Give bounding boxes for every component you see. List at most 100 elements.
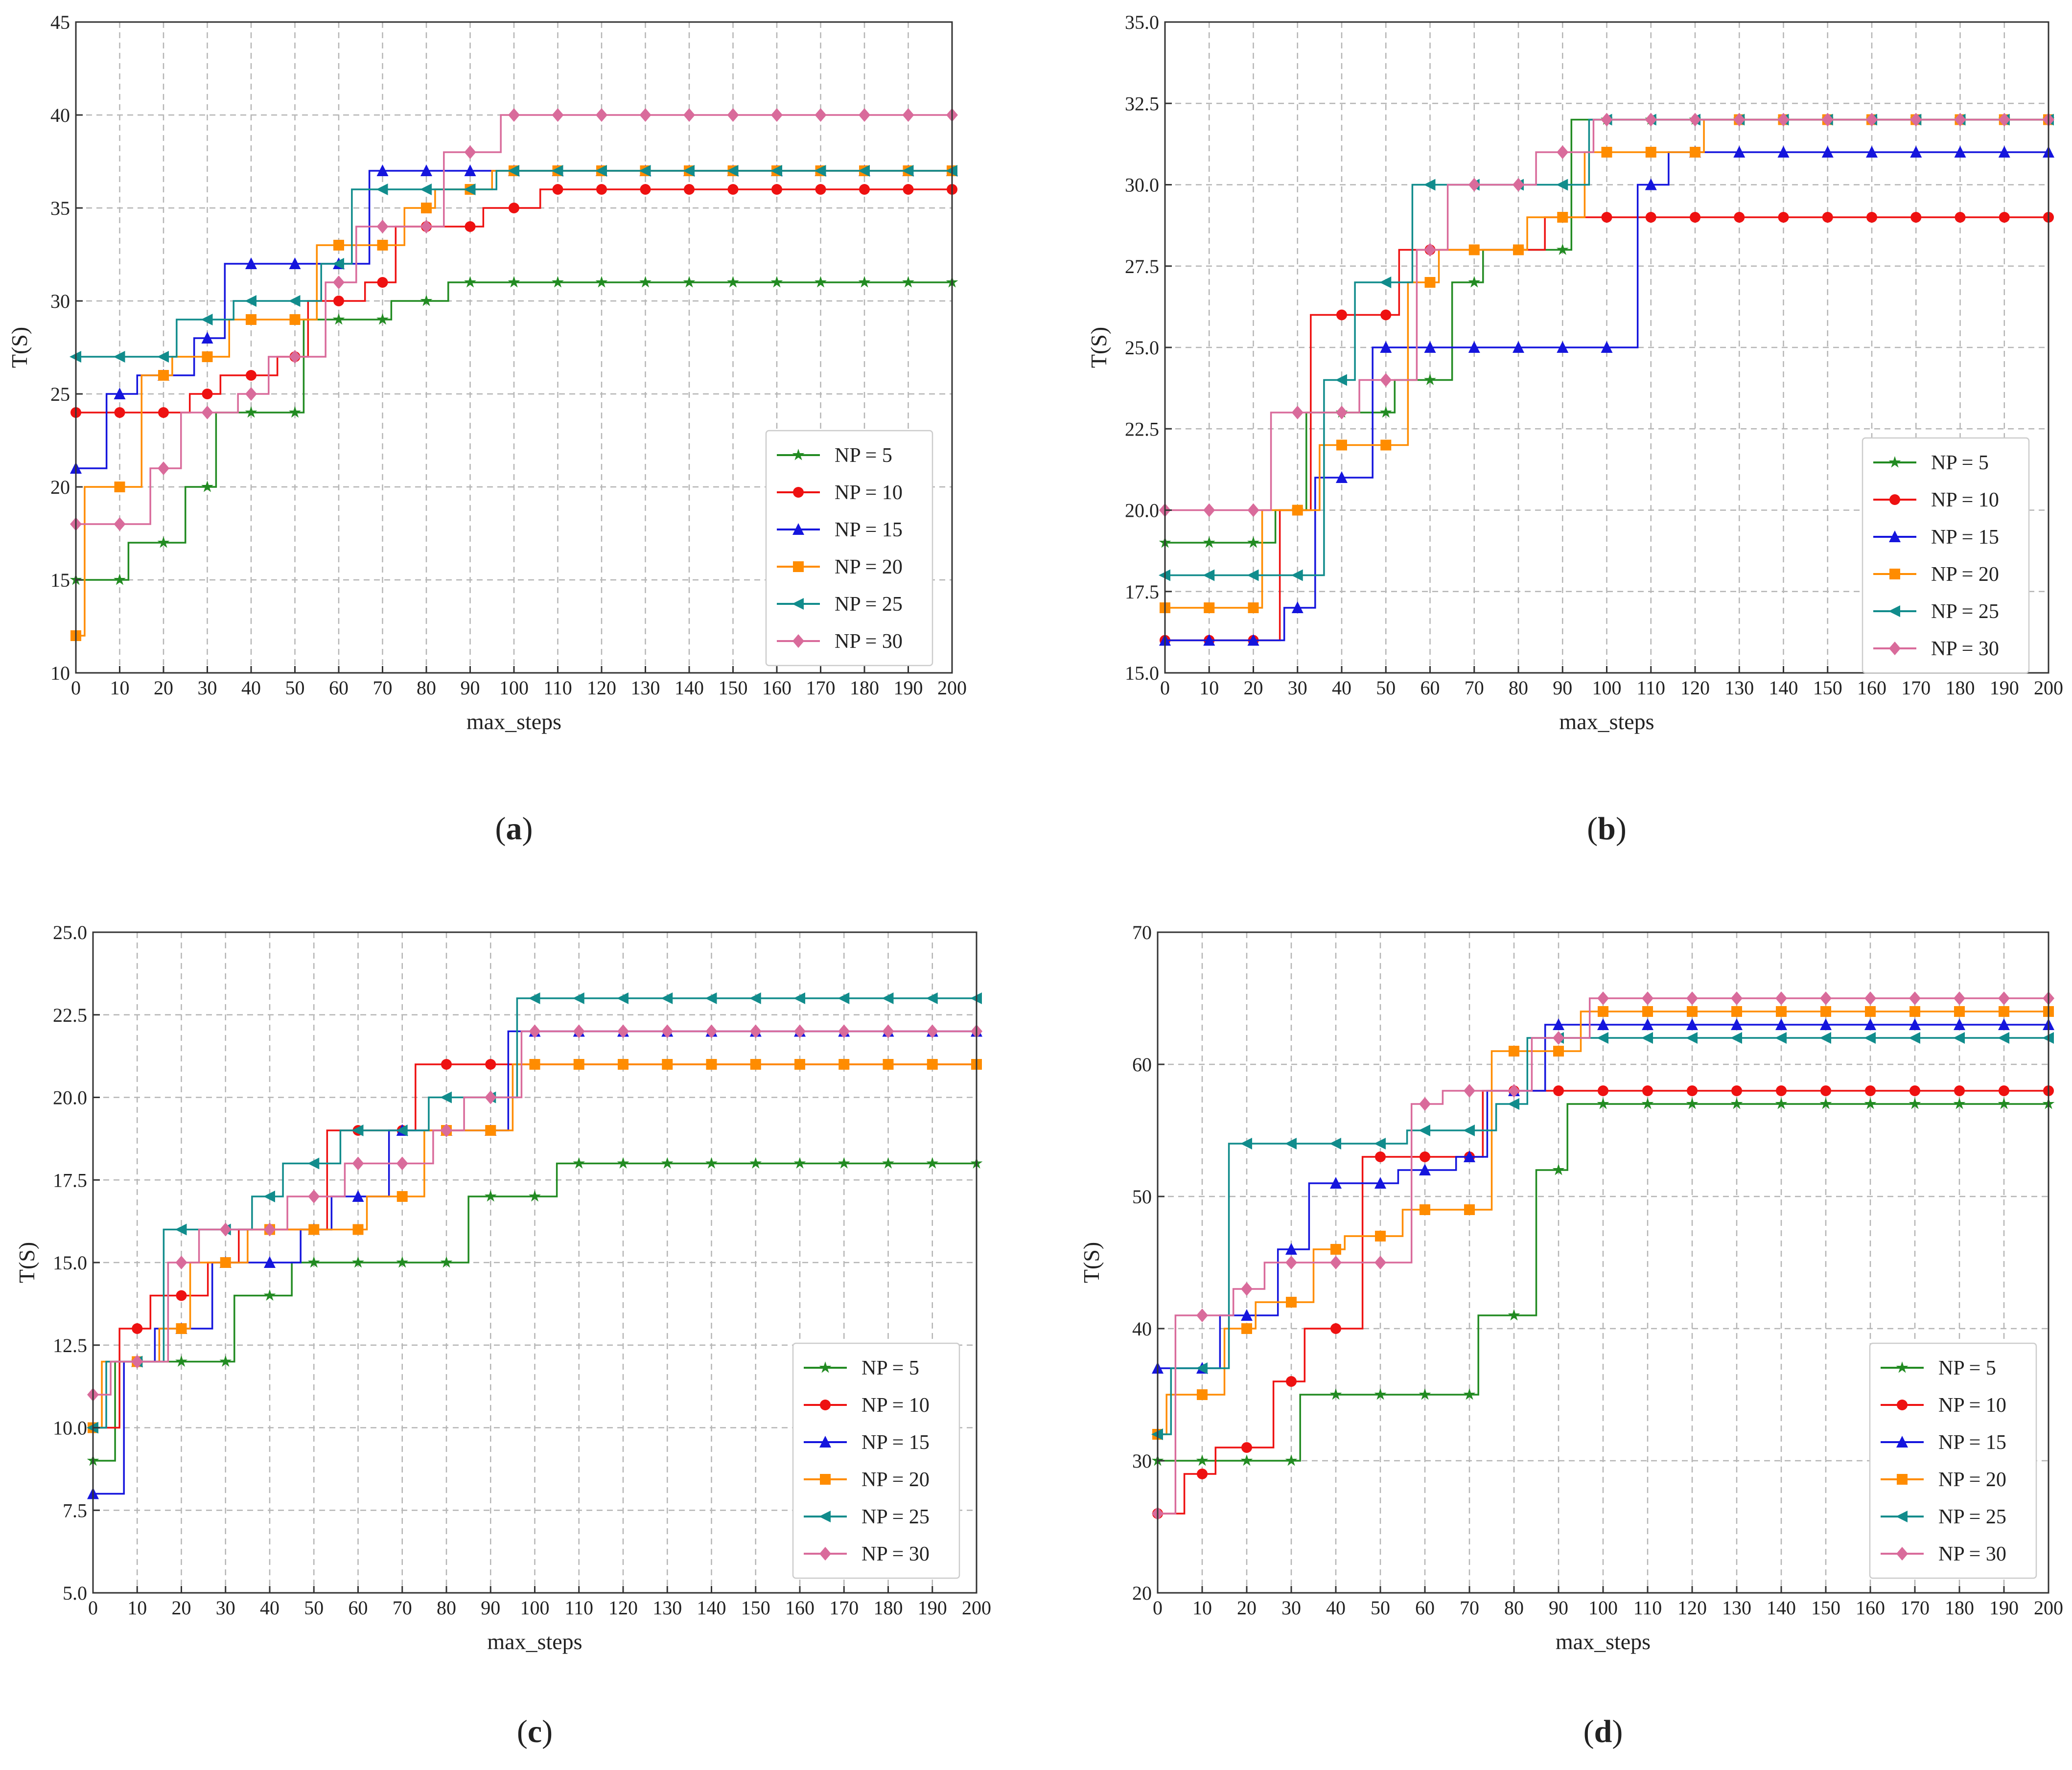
chart-panel-b: 0 10 20 30 40 50 60 70 80 90 100 110 120 130 140 150 160…: [1086, 11, 2063, 847]
data-point: [158, 461, 169, 475]
data-point: [132, 1323, 143, 1334]
legend-label: NP = 20: [835, 556, 903, 578]
data-point: [1598, 1085, 1608, 1096]
data-point: [202, 389, 213, 399]
legend-label: NP = 5: [1931, 452, 1989, 474]
data-point: [1464, 1204, 1475, 1215]
series-np30: [70, 108, 958, 531]
data-point: [1866, 113, 1878, 127]
data-point: [246, 370, 256, 381]
data-point: [1909, 991, 1921, 1005]
data-point: [1601, 147, 1612, 158]
x-tick-label: 40: [260, 1597, 279, 1619]
legend-label: NP = 15: [1938, 1431, 2006, 1454]
data-point: [441, 1059, 452, 1070]
data-point: [883, 1059, 894, 1070]
data-point: [377, 240, 388, 251]
data-point: [1204, 602, 1215, 613]
data-point: [508, 165, 519, 177]
data-point: [485, 1090, 497, 1104]
data-point: [1241, 1282, 1253, 1296]
caption-close: ): [542, 1714, 553, 1749]
x-tick-label: 180: [850, 677, 879, 699]
data-point: [1247, 569, 1259, 581]
x-tick-label: 170: [829, 1597, 859, 1619]
x-axis-label: max_steps: [487, 1629, 582, 1654]
data-point: [1598, 1006, 1608, 1017]
data-point: [882, 992, 894, 1004]
data-point: [1690, 212, 1700, 223]
legend-marker: [1896, 1436, 1908, 1448]
series-line: [76, 170, 952, 358]
y-tick-label: 40: [50, 104, 70, 126]
x-tick-label: 200: [2034, 677, 2063, 699]
legend-item: NP = 30: [804, 1543, 930, 1565]
data-point: [1909, 1098, 1921, 1109]
data-point: [1203, 503, 1215, 517]
data-point: [202, 351, 213, 362]
legend-label: NP = 25: [1931, 600, 1999, 623]
y-axis-label: T(S): [1086, 327, 1111, 368]
data-point: [1468, 341, 1480, 353]
legend: NP = 5 NP = 10 NP = 15 NP = 20 NP = 25 NP = 3…: [1862, 437, 2030, 674]
legend-label: NP = 30: [1931, 638, 1999, 660]
data-point: [1291, 406, 1304, 419]
x-tick-label: 100: [499, 677, 529, 699]
y-tick-label: 22.5: [1125, 418, 1159, 440]
caption-open: (: [517, 1714, 528, 1749]
data-point: [201, 406, 213, 419]
data-point: [508, 108, 520, 122]
data-point: [683, 108, 695, 122]
data-point: [376, 220, 389, 233]
caption-close: ): [522, 811, 533, 847]
data-point: [201, 314, 213, 325]
data-point: [1953, 1032, 1965, 1044]
x-tick-label: 180: [1946, 677, 1975, 699]
data-point: [1954, 991, 1965, 1005]
data-point: [1819, 1032, 1831, 1044]
data-point: [1291, 569, 1303, 581]
data-point: [771, 184, 782, 195]
x-tick-label: 80: [1504, 1597, 1524, 1619]
x-tick-label: 50: [304, 1597, 324, 1619]
x-tick-label: 30: [1288, 677, 1307, 699]
data-point: [440, 1091, 452, 1103]
data-point: [1686, 1098, 1699, 1109]
x-tick-label: 140: [697, 1597, 726, 1619]
legend-item: NP = 15: [804, 1431, 930, 1454]
data-point: [1731, 1006, 1742, 1017]
data-point: [726, 165, 739, 177]
x-tick-label: 70: [1465, 677, 1484, 699]
data-point: [157, 536, 170, 548]
data-point: [1819, 1098, 1832, 1109]
data-point: [333, 240, 344, 251]
x-tick-label: 90: [1553, 677, 1572, 699]
caption-letter: a: [506, 811, 522, 847]
data-point: [1865, 1085, 1876, 1096]
data-point: [220, 1257, 231, 1268]
data-point: [464, 184, 476, 195]
x-tick-label: 50: [1376, 677, 1396, 699]
y-axis-label: T(S): [1079, 1242, 1104, 1283]
data-point: [351, 1125, 364, 1136]
x-tick-label: 140: [1767, 1597, 1796, 1619]
data-point: [1330, 1323, 1341, 1334]
data-point: [1597, 1032, 1608, 1044]
y-tick-label: 20.0: [1125, 500, 1159, 522]
data-point: [377, 277, 388, 288]
data-point: [1690, 147, 1700, 158]
data-point: [1330, 1256, 1342, 1269]
data-point: [508, 276, 520, 288]
data-point: [1553, 1018, 1564, 1030]
legend-marker: [1897, 1400, 1908, 1410]
chart-panel-d: 0 10 20 30 40 50 60 70 80 90 100 110 120 130 140 150 160…: [1079, 921, 2063, 1749]
data-point: [1248, 602, 1259, 613]
data-point: [1463, 1125, 1475, 1136]
data-point: [903, 184, 914, 195]
data-point: [1731, 991, 1743, 1005]
data-point: [420, 164, 432, 176]
y-tick-label: 10.0: [53, 1417, 87, 1439]
data-point: [289, 314, 301, 325]
series-line: [1158, 1103, 2049, 1462]
data-point: [333, 296, 344, 306]
